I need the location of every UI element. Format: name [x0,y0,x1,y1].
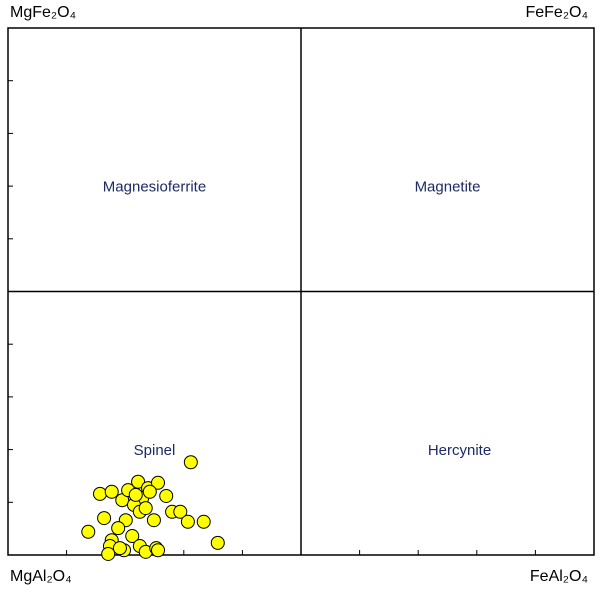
corner-label: FeFe₂O₄ [525,4,588,21]
data-point [159,488,174,503]
data-point [97,511,112,526]
data-point [131,474,146,489]
data-point [125,529,140,544]
data-point [93,486,108,501]
data-point [101,546,116,561]
data-point [180,514,195,529]
region-label: Hercynite [428,442,491,459]
region-label: Magnesioferrite [103,179,206,196]
corner-label: MgAl₂O₄ [10,568,72,585]
corner-label: MgFe₂O₄ [10,4,76,21]
data-point [146,513,161,528]
data-point [138,501,153,516]
data-point [142,484,157,499]
data-point [128,487,143,502]
data-point [81,524,96,539]
data-point [210,535,225,550]
data-point [151,543,166,558]
data-point [183,455,198,470]
region-label: Magnetite [415,179,481,196]
corner-label: FeAl₂O₄ [530,568,588,585]
data-point [196,514,211,529]
data-point [112,541,127,556]
data-point [104,484,119,499]
data-point [173,504,188,519]
data-point [151,475,166,490]
data-point [111,521,126,536]
region-label: Spinel [134,442,176,459]
